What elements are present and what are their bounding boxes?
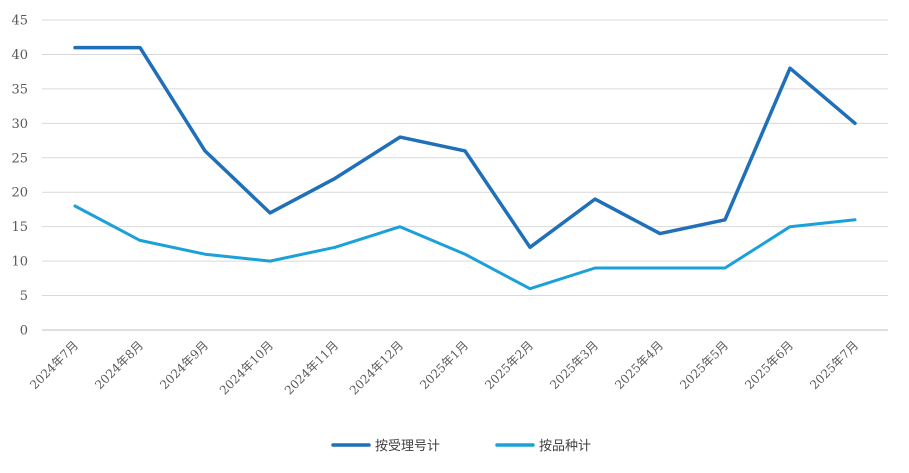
- legend-label-2: 按品种计: [539, 439, 591, 454]
- y-tick-label: 15: [11, 220, 28, 235]
- series-group: [75, 47, 855, 288]
- y-tick-label: 0: [20, 324, 28, 339]
- series-line-2: [75, 206, 855, 289]
- x-tick-label: 2024年9月: [157, 338, 211, 392]
- x-tick-label: 2025年1月: [417, 338, 471, 392]
- gridlines: [42, 20, 888, 330]
- y-tick-label: 20: [11, 186, 28, 201]
- x-tick-label: 2025年4月: [612, 338, 666, 392]
- y-axis: 0 5 10 15 20 25 30 35 40 45: [11, 14, 28, 339]
- legend-label-1: 按受理号计: [375, 439, 440, 454]
- y-tick-label: 45: [11, 14, 28, 29]
- y-tick-label: 35: [11, 82, 28, 97]
- x-tick-label: 2025年5月: [677, 338, 731, 392]
- series-line-1: [75, 48, 855, 248]
- x-tick-label: 2024年8月: [92, 338, 146, 392]
- x-tick-label: 2025年7月: [807, 338, 861, 392]
- x-tick-label: 2025年6月: [742, 338, 796, 392]
- y-tick-label: 10: [11, 255, 28, 270]
- x-tick-label: 2024年12月: [347, 338, 406, 397]
- x-tick-label: 2025年3月: [547, 338, 601, 392]
- x-tick-label: 2025年2月: [482, 338, 536, 392]
- legend: 按受理号计 按品种计: [333, 439, 591, 454]
- x-tick-label: 2024年11月: [282, 338, 341, 397]
- x-tick-label: 2024年7月: [27, 338, 81, 392]
- y-tick-label: 40: [11, 48, 28, 63]
- x-tick-label: 2024年10月: [217, 338, 276, 397]
- y-tick-label: 25: [11, 151, 28, 166]
- y-tick-label: 30: [11, 117, 28, 132]
- y-tick-label: 5: [20, 289, 28, 304]
